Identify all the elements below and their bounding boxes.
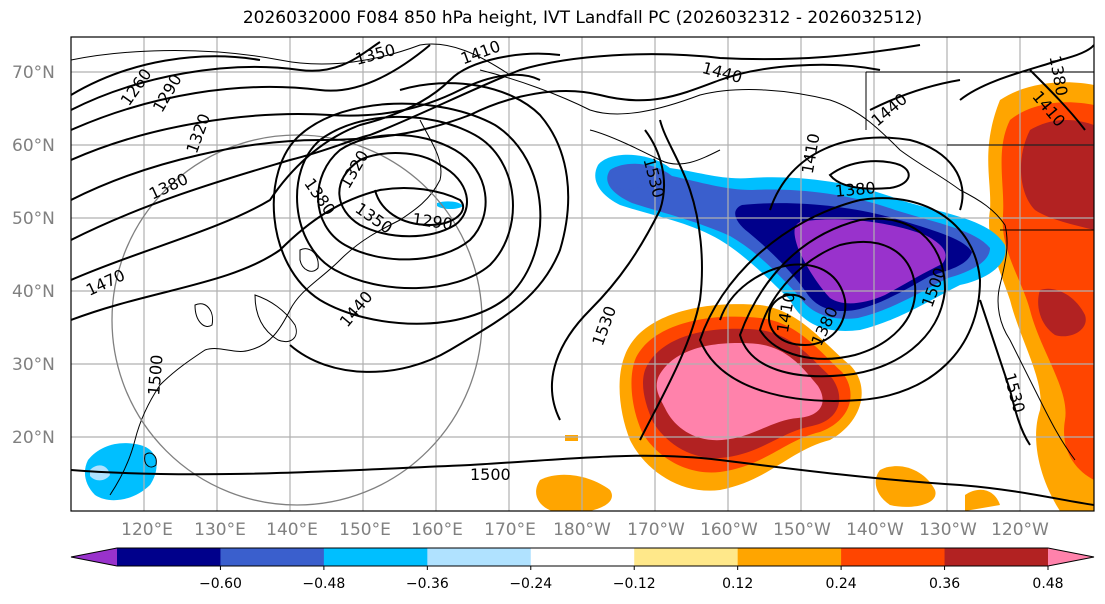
latitude-labels: 70°N 60°N 50°N 40°N 30°N 20°N (12, 63, 55, 448)
colorbar-tick-label: 0.36 (929, 576, 960, 592)
colorbar-swatch (841, 548, 946, 566)
contour-label: 1500 (144, 354, 166, 396)
graticule (71, 37, 1094, 511)
colorbar-tick-label: −0.36 (406, 576, 449, 592)
map-frame (70, 36, 1095, 512)
lon-label: 170°E (484, 520, 536, 540)
colorbar-tick-label: −0.12 (613, 576, 656, 592)
colorbar-outline (70, 547, 1095, 567)
map-title: 2026032000 F084 850 hPa height, IVT Land… (242, 8, 923, 28)
colorbar: −0.60 −0.48 −0.36 −0.24 −0.12 0.12 0.24 0.36 0.4… (70, 547, 1095, 592)
coastlines (71, 43, 1094, 496)
colorbar-tick-label: −0.48 (302, 576, 345, 592)
lon-label: 130°W (919, 520, 977, 540)
colorbar-tick-label: −0.60 (199, 576, 242, 592)
colorbar-swatch (427, 548, 532, 566)
lat-label: 20°N (12, 428, 55, 448)
colorbar-swatch (944, 548, 1049, 566)
colorbar-tick-label: 0.12 (722, 576, 753, 592)
lat-label: 40°N (12, 282, 55, 302)
lat-label: 70°N (12, 63, 55, 83)
longitude-labels: 120°E 130°E 140°E 150°E 160°E 170°E 180°… (121, 520, 1049, 540)
lat-label: 50°N (12, 209, 55, 229)
lon-label: 120°W (991, 520, 1049, 540)
radius-circle (111, 134, 483, 506)
lon-label: 180°W (553, 520, 611, 540)
lon-label: 130°E (194, 520, 246, 540)
colorbar-tick-label: −0.24 (509, 576, 552, 592)
lon-label: 150°E (339, 520, 391, 540)
colorbar-extend-high (1048, 548, 1094, 566)
colorbar-swatch (220, 548, 325, 566)
colorbar-extend-low (71, 548, 117, 566)
lon-label: 140°E (266, 520, 318, 540)
lon-label: 160°W (700, 520, 758, 540)
contour-label: 1500 (470, 465, 511, 484)
lon-label: 150°W (773, 520, 831, 540)
lon-label: 140°W (846, 520, 904, 540)
lon-label: 120°E (121, 520, 173, 540)
contour-label: 1380 (834, 178, 876, 200)
colorbar-tick-label: 0.48 (1032, 576, 1063, 592)
height-contours (71, 41, 1094, 506)
colorbar-swatch (737, 548, 842, 566)
map-panel: 1260 1290 1350 1410 1320 1380 1320 1380 … (71, 37, 1094, 511)
colorbar-tick-label: 0.24 (826, 576, 857, 592)
lon-label: 160°E (411, 520, 463, 540)
lat-label: 30°N (12, 355, 55, 375)
colorbar-swatch (323, 548, 428, 566)
lon-label: 170°W (627, 520, 685, 540)
lat-label: 60°N (12, 136, 55, 156)
colorbar-swatch (117, 548, 221, 566)
colorbar-swatch (634, 548, 739, 566)
colorbar-swatch (530, 548, 635, 566)
